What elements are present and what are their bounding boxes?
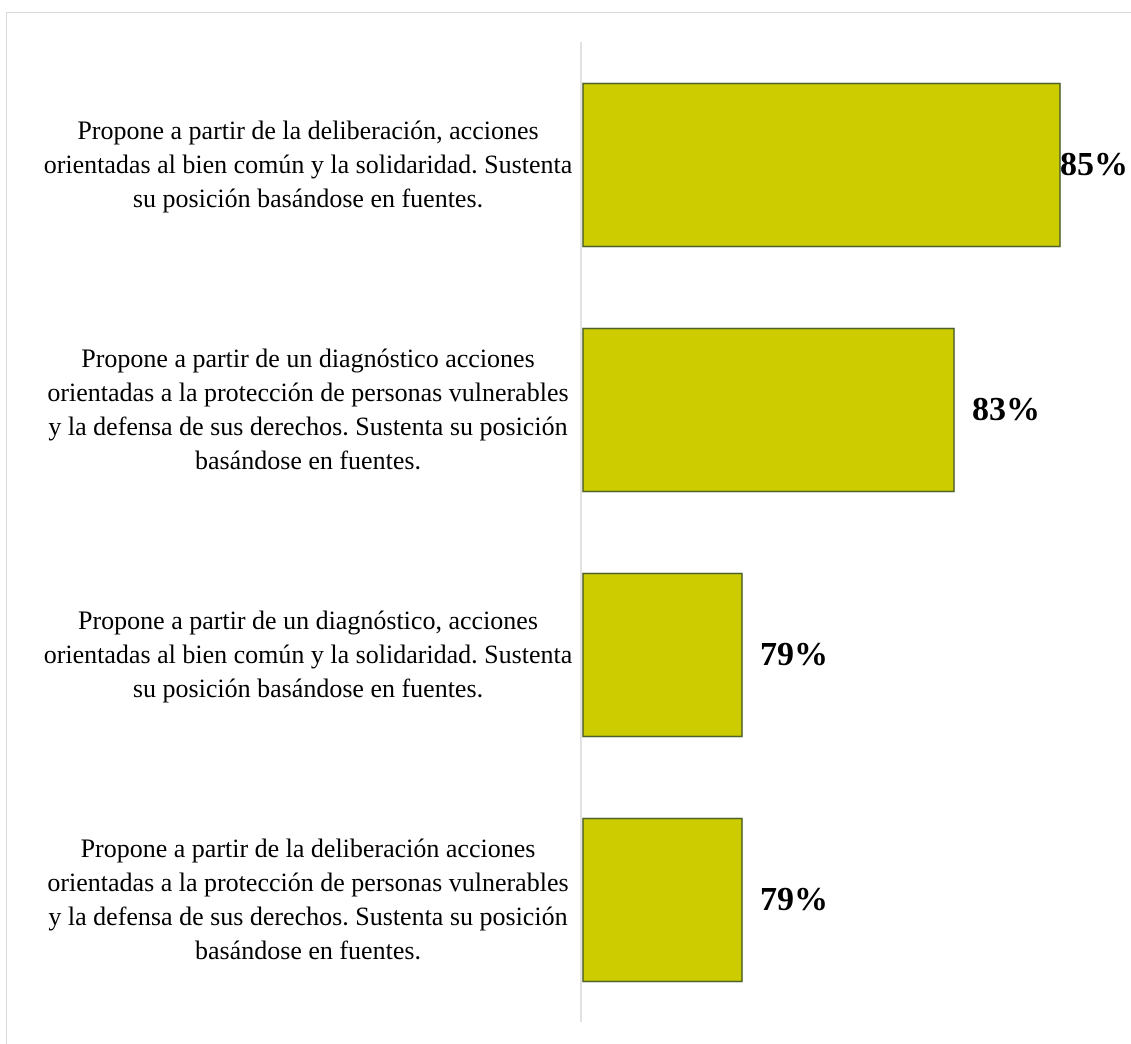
bar: [582, 327, 955, 493]
data-label: 85%: [1060, 146, 1128, 183]
category-label: Propone a partir de un diagnóstico, acci…: [43, 606, 573, 703]
data-label: 79%: [760, 636, 828, 673]
bar: [582, 82, 1061, 248]
bar: [582, 572, 743, 738]
data-label: 79%: [760, 881, 828, 918]
category-label: Propone a partir de la deliberación acci…: [47, 834, 569, 965]
category-label: Propone a partir de un diagnóstico accio…: [47, 344, 569, 475]
category-label: Propone a partir de la deliberación, acc…: [43, 116, 573, 213]
chart-frame: [6, 12, 1131, 1044]
data-label: 83%: [972, 391, 1040, 428]
bar: [582, 817, 743, 983]
